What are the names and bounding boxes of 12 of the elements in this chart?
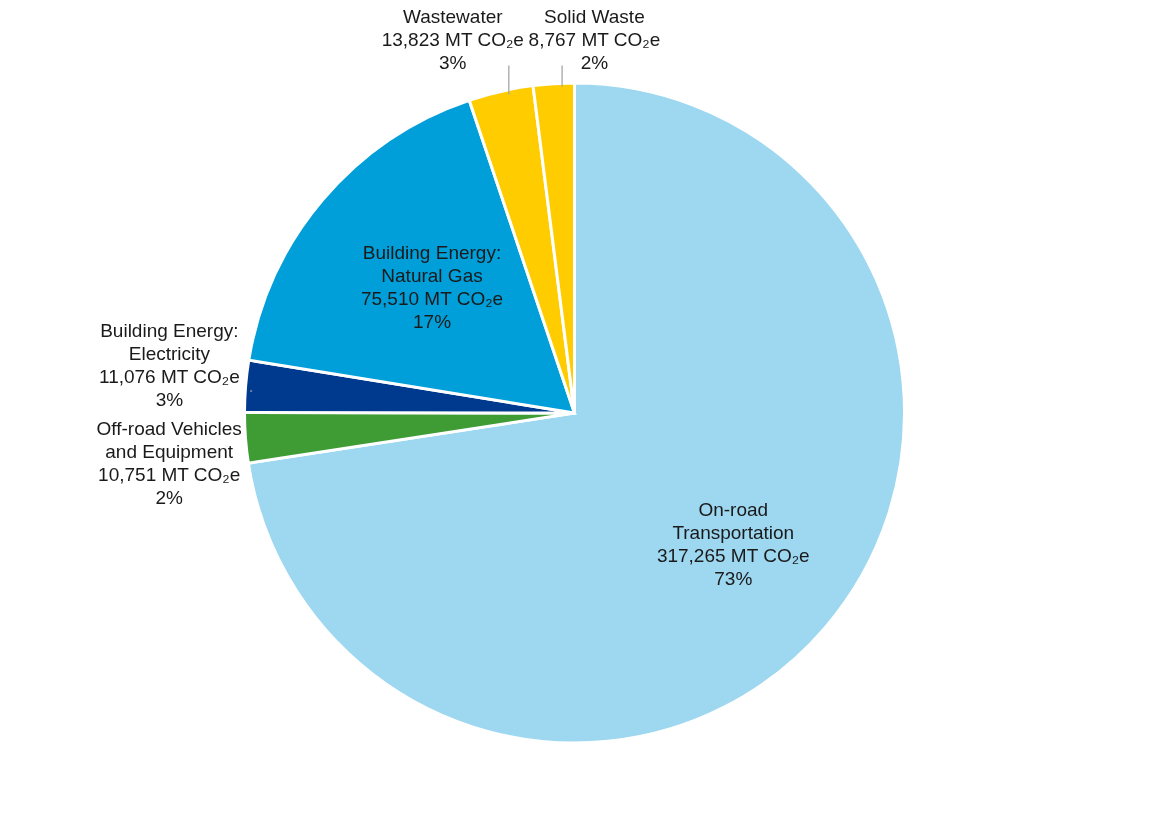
slice-label: Wastewater (402, 6, 504, 27)
data-label: 75,510 MT CO₂e 17% (360, 287, 504, 332)
slice-label: On-road Transportation (672, 498, 795, 543)
slice-label: Building Energy: Electricity (100, 319, 239, 364)
data-label: 11,076 MT CO₂e 3% (98, 365, 240, 410)
slice-label: Off-road Vehicles and Equipment (96, 417, 242, 462)
data-label: 317,265 MT CO₂e 73% (656, 544, 810, 589)
data-label: 10,751 MT CO₂e 2% (98, 463, 241, 508)
data-label: 13,823 MT CO₂e 3% (381, 29, 524, 73)
slice-label: Building Energy: Natural Gas (362, 241, 502, 286)
slice-label: Solid Waste (544, 6, 645, 27)
data-label: 8,767 MT CO₂e 2% (528, 29, 661, 73)
